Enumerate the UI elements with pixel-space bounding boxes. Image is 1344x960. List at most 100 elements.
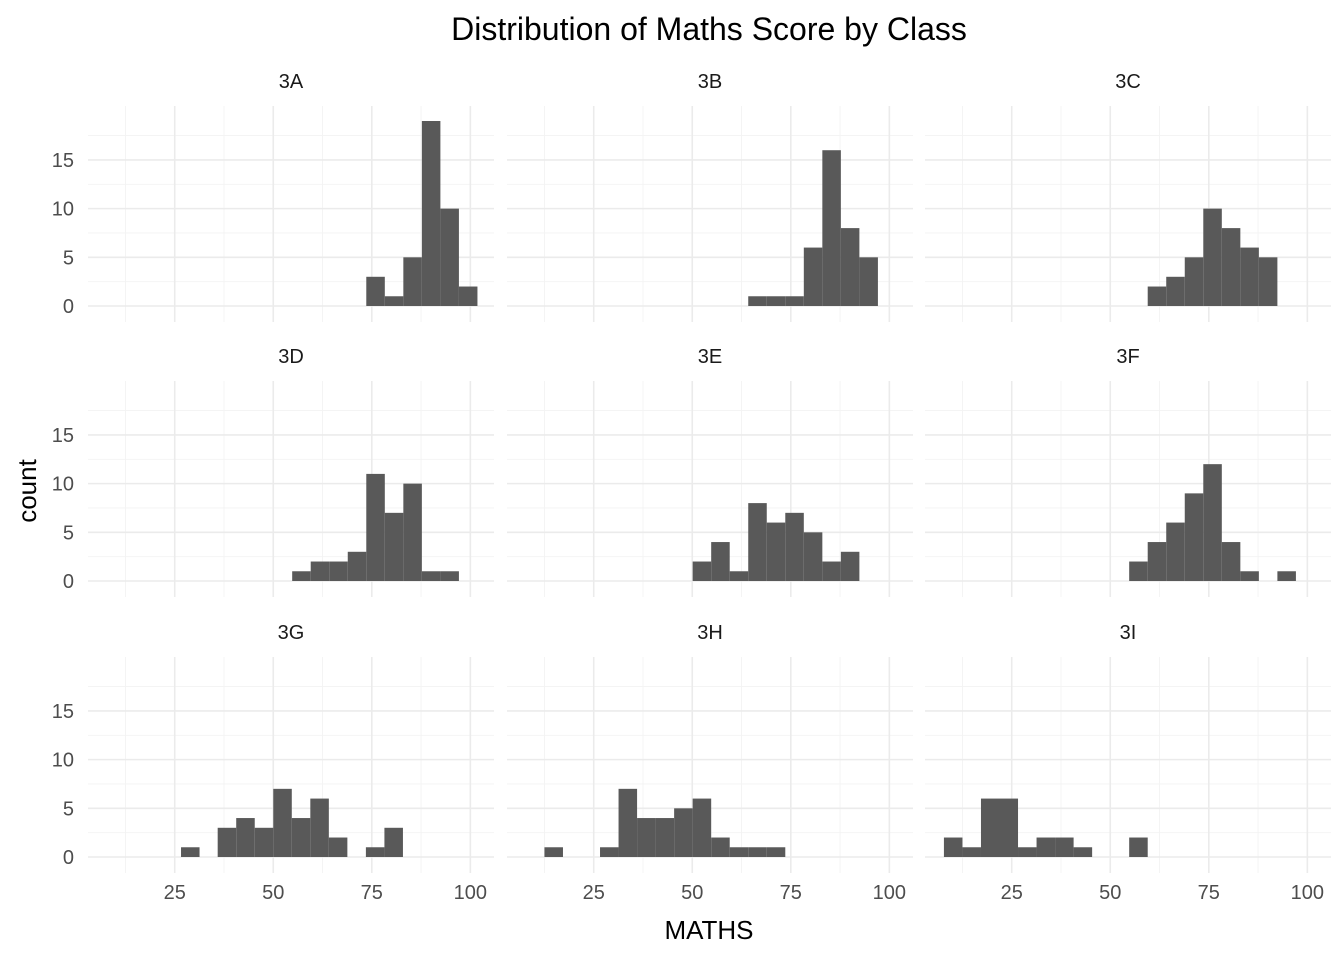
histogram-bar [618, 788, 638, 857]
histogram-bar [1055, 837, 1074, 857]
histogram-bar [440, 571, 459, 581]
x-tick-label: 25 [1001, 882, 1023, 904]
histogram-bar [600, 847, 619, 857]
x-tick-label: 75 [1198, 882, 1220, 904]
facet-strip-label: 3C [1115, 71, 1141, 93]
facet-strip-label: 3H [697, 622, 723, 644]
histogram-bar [1018, 847, 1037, 857]
histogram-bar [637, 818, 656, 857]
histogram-bar [1036, 837, 1056, 857]
y-tick-label: 15 [52, 425, 74, 447]
histogram-bar [766, 296, 786, 306]
histogram-bar [711, 542, 730, 581]
histogram-bar [729, 847, 749, 857]
histogram-bar [822, 561, 841, 581]
y-tick-label: 10 [52, 199, 74, 221]
histogram-bar [711, 837, 730, 857]
histogram-bar [544, 847, 563, 857]
histogram-bar [803, 247, 823, 306]
histogram-bar [692, 798, 712, 857]
histogram-bar [766, 847, 786, 857]
facet-strip-label: 3I [1120, 622, 1137, 644]
histogram-bar [692, 561, 712, 581]
y-tick-label: 10 [52, 474, 74, 496]
y-tick-label: 0 [63, 571, 74, 593]
y-tick-label: 0 [63, 296, 74, 318]
histogram-bar [1240, 571, 1259, 581]
histogram-bar [655, 818, 675, 857]
histogram-bar [366, 276, 385, 306]
histogram-bar [822, 150, 841, 306]
facet-panel-3c: 3C [925, 71, 1331, 322]
histogram-bar [291, 818, 311, 857]
histogram-bar [980, 798, 1000, 857]
histogram-bar [840, 228, 860, 306]
facet-panel-3f: 3F [925, 346, 1331, 597]
histogram-bar [999, 798, 1019, 857]
y-tick-label: 15 [52, 150, 74, 172]
histogram-bar [785, 512, 804, 581]
histogram-bar [421, 571, 441, 581]
x-tick-label: 75 [361, 882, 383, 904]
histogram-bar [1184, 257, 1204, 306]
y-tick-label: 10 [52, 750, 74, 772]
y-tick-label: 5 [63, 522, 74, 544]
y-tick-label: 5 [63, 798, 74, 820]
histogram-bar [859, 257, 878, 306]
x-tick-label: 100 [873, 882, 906, 904]
histogram-bar [181, 847, 200, 857]
x-tick-label: 25 [164, 882, 186, 904]
facet-panels: 3A 0 5 10 15 3B 3C 3D 0 5 10 15 3E 3F 3G 0 5 10 15 25 50 75 10… [52, 71, 1331, 904]
histogram-bar [292, 571, 311, 581]
facet-strip-label: 3G [278, 622, 305, 644]
histogram-bar [254, 827, 274, 857]
facet-panel-3e: 3E [507, 346, 913, 597]
histogram-bar [236, 818, 255, 857]
histogram-bar [1221, 228, 1241, 306]
histogram-bar [943, 837, 963, 857]
histogram-bar [748, 503, 767, 581]
facet-strip-label: 3D [278, 346, 304, 368]
histogram-bar [748, 296, 767, 306]
histogram-bar [217, 827, 237, 857]
facet-panel-3i: 3I 25 50 75 100 [925, 622, 1331, 904]
histogram-bar [1184, 493, 1204, 581]
x-tick-label: 100 [1291, 882, 1324, 904]
histogram-bar [1240, 247, 1259, 306]
facet-panel-3h: 3H 25 50 75 100 [507, 622, 913, 904]
histogram-bar [1258, 257, 1278, 306]
histogram-bar [365, 847, 385, 857]
histogram-bar [384, 827, 403, 857]
histogram-bar [1203, 464, 1222, 581]
histogram-bar [440, 208, 459, 306]
histogram-bar [403, 257, 422, 306]
histogram-bar [403, 483, 422, 581]
y-tick-label: 15 [52, 701, 74, 723]
x-tick-label: 25 [583, 882, 605, 904]
x-tick-label: 75 [780, 882, 802, 904]
histogram-bar [1147, 542, 1167, 581]
histogram-bar [1277, 571, 1296, 581]
x-tick-label: 50 [262, 882, 284, 904]
histogram-bar [1221, 542, 1241, 581]
histogram-bar [347, 551, 367, 581]
histogram-bar [310, 798, 329, 857]
facet-strip-label: 3F [1116, 346, 1139, 368]
x-axis-label: MATHS [664, 915, 753, 945]
histogram-bar [366, 473, 385, 581]
y-tick-label: 5 [63, 247, 74, 269]
x-tick-label: 50 [1099, 882, 1121, 904]
histogram-bar [329, 561, 348, 581]
histogram-bar [748, 847, 767, 857]
x-tick-label: 100 [454, 882, 487, 904]
facet-panel-3d: 3D 0 5 10 15 [52, 346, 494, 597]
facet-panel-3a: 3A 0 5 10 15 [52, 71, 494, 322]
chart-title: Distribution of Maths Score by Class [451, 11, 967, 47]
histogram-bar [962, 847, 981, 857]
histogram-bar [766, 522, 786, 581]
histogram-bar [384, 512, 404, 581]
histogram-bar [674, 808, 693, 857]
facet-panel-3g: 3G 0 5 10 15 25 50 75 100 [52, 622, 494, 904]
histogram-bar [1073, 847, 1093, 857]
